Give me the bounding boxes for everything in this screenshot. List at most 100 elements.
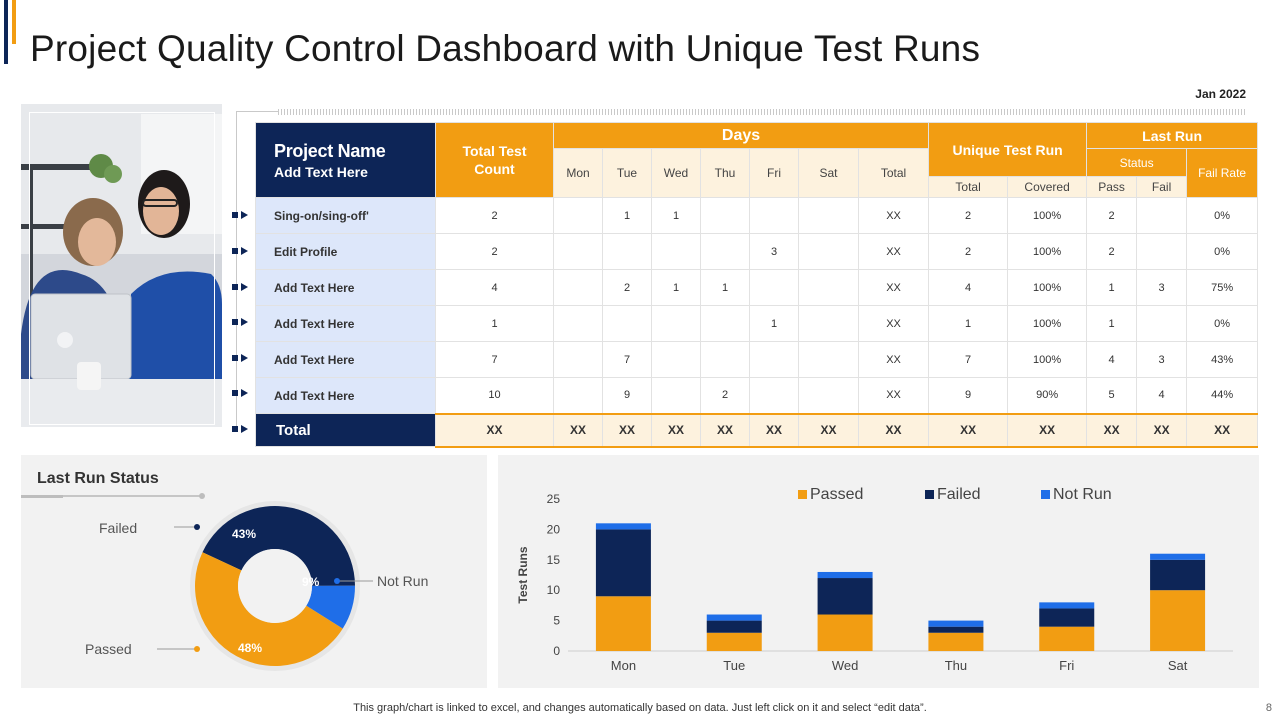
total-row: Total XX XX XX XX XX XX XX XX XX XX XX X… <box>255 412 1259 448</box>
bar-not-run-thu <box>928 620 984 627</box>
bar-passed-sat <box>1150 590 1206 651</box>
row-marker-icon <box>232 354 250 362</box>
title-underline <box>21 495 202 497</box>
bar-failed-sat <box>1150 559 1206 591</box>
unique-total-cell: 2 <box>928 233 1009 270</box>
day-cell <box>602 233 652 270</box>
bar-passed-mon <box>595 596 651 651</box>
table-row: Add Text Here 7 7 XX 7 100% 4 3 43% <box>255 341 1259 378</box>
x-tick-label: Tue <box>723 658 745 673</box>
day-header: Fri <box>749 148 799 198</box>
day-cell: 7 <box>602 341 652 378</box>
day-cell <box>749 341 799 378</box>
y-tick-label: 25 <box>547 492 561 506</box>
total-cell: XX <box>1186 412 1259 448</box>
day-cell: 1 <box>651 197 701 234</box>
row-marker-icon <box>232 425 250 433</box>
connector-vertical <box>236 111 237 429</box>
fail-rate-cell: 44% <box>1186 377 1259 414</box>
x-tick-label: Sat <box>1168 658 1188 673</box>
passed-label: Passed <box>85 641 132 657</box>
y-tick-label: 10 <box>547 583 561 597</box>
day-cell <box>553 341 603 378</box>
covered-header: Covered <box>1007 176 1088 198</box>
covered-cell: 100% <box>1007 197 1088 234</box>
donut-hole <box>238 549 312 623</box>
day-cell: XX <box>857 341 930 378</box>
day-cell <box>553 377 603 414</box>
pass-header: Pass <box>1086 176 1138 198</box>
days-header: Days <box>552 122 930 149</box>
total-count-cell: 10 <box>435 377 554 414</box>
total-count-cell: 4 <box>435 269 554 306</box>
total-cell: XX <box>798 412 859 448</box>
y-tick-label: 15 <box>547 553 561 567</box>
team-photo-illustration <box>21 104 222 427</box>
row-marker-icon <box>232 247 250 255</box>
total-count-cell: 7 <box>435 341 554 378</box>
day-cell <box>700 233 750 270</box>
title-accent-bar-navy <box>4 0 8 64</box>
bar-passed-fri <box>1039 626 1095 651</box>
row-marker-icon <box>232 318 250 326</box>
fail-rate-cell: 43% <box>1186 341 1259 378</box>
y-tick-label: 0 <box>553 644 560 658</box>
not-run-label: Not Run <box>377 573 429 589</box>
day-cell <box>798 269 859 306</box>
project-name-sub: Add Text Here <box>274 163 368 180</box>
day-cell <box>749 269 799 306</box>
day-cell <box>651 233 701 270</box>
not-run-leader-dot <box>334 578 340 584</box>
x-tick-label: Thu <box>945 658 967 673</box>
bar-failed-wed <box>817 578 873 615</box>
day-cell <box>553 233 603 270</box>
last-run-status-title: Last Run Status <box>37 470 159 487</box>
day-header: Thu <box>700 148 750 198</box>
total-cell: XX <box>435 412 554 448</box>
total-cell: XX <box>602 412 652 448</box>
fail-rate-cell: 75% <box>1186 269 1259 306</box>
total-count-cell: 2 <box>435 197 554 234</box>
day-cell <box>700 197 750 234</box>
passed-pct: 48% <box>238 641 263 655</box>
day-header: Mon <box>553 148 603 198</box>
day-cell <box>798 197 859 234</box>
fail-cell: 4 <box>1136 377 1188 414</box>
page-number: 8 <box>1265 702 1272 714</box>
pass-cell: 4 <box>1086 341 1138 378</box>
table-row: Sing-on/sing-off' 2 1 1 XX 2 100% 2 0% <box>255 197 1259 234</box>
bar-failed-fri <box>1039 608 1095 627</box>
day-cell <box>798 305 859 342</box>
not-run-pct: 9% <box>302 575 320 589</box>
unique-total-cell: 1 <box>928 305 1009 342</box>
day-cell <box>651 377 701 414</box>
day-header: Total <box>857 148 930 198</box>
donut-slice-not-run <box>306 585 355 629</box>
date-label: Jan 2022 <box>1195 87 1246 101</box>
y-axis-title: Test Runs <box>516 546 530 603</box>
pass-cell: 2 <box>1086 233 1138 270</box>
day-cell: XX <box>857 305 930 342</box>
title-underline-dot <box>199 493 205 499</box>
bar-failed-thu <box>928 626 984 633</box>
total-cell: XX <box>700 412 750 448</box>
fail-rate-cell: 0% <box>1186 197 1259 234</box>
table-row: Add Text Here 4 2 1 1 XX 4 100% 1 3 75% <box>255 269 1259 306</box>
bar-not-run-fri <box>1039 602 1095 609</box>
footer-note: This graph/chart is linked to excel, and… <box>353 702 927 714</box>
unique-total-cell: 2 <box>928 197 1009 234</box>
day-cell <box>749 197 799 234</box>
day-cell <box>553 269 603 306</box>
day-cell <box>700 305 750 342</box>
total-test-count-header: Total Test Count <box>435 122 554 198</box>
row-marker-icon <box>232 211 250 219</box>
day-cell <box>553 197 603 234</box>
legend-label: Passed <box>810 486 863 503</box>
failed-label: Failed <box>99 520 138 536</box>
status-header: Status <box>1086 148 1188 177</box>
day-cell: XX <box>857 377 930 414</box>
fail-cell <box>1136 233 1188 270</box>
day-cell: XX <box>857 197 930 234</box>
unique-total-cell: 9 <box>928 377 1009 414</box>
pass-cell: 5 <box>1086 377 1138 414</box>
